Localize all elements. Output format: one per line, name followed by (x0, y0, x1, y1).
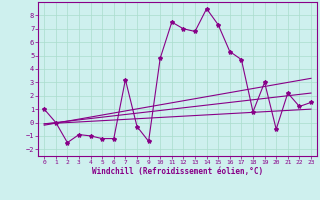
X-axis label: Windchill (Refroidissement éolien,°C): Windchill (Refroidissement éolien,°C) (92, 167, 263, 176)
